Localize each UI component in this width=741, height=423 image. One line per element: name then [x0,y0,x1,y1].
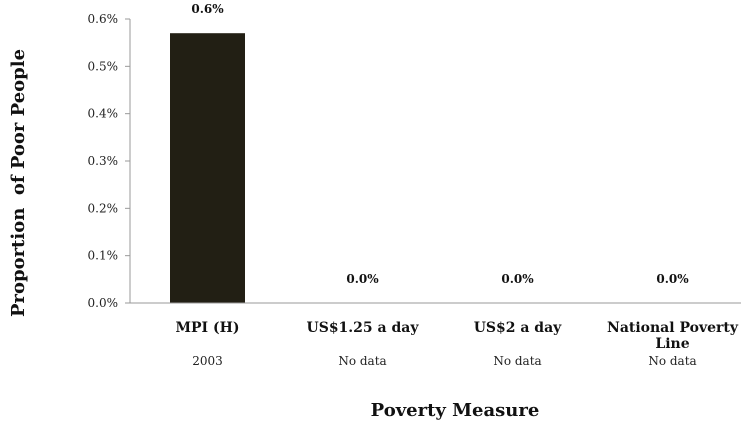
y-tick-label: 0.4% [88,107,119,121]
x-subcategory-label: No data [493,354,541,368]
x-tick-label: National Poverty [607,320,739,336]
data-label: 0.0% [501,272,534,286]
x-subcategory-label: 2003 [192,354,223,368]
x-tick-label: US$1.25 a day [307,320,420,336]
data-label: 0.6% [191,2,224,16]
y-axis: 0.0% 0.1% 0.2% 0.3% 0.4% 0.5% 0.6% [88,12,131,310]
y-tick-label: 0.0% [88,296,119,310]
data-label: 0.0% [656,272,689,286]
data-label: 0.0% [346,272,379,286]
y-axis-title: Proportion of Poor People [8,49,29,317]
x-subcategory-label: No data [648,354,696,368]
x-tick-label: Line [655,336,689,352]
x-axis: MPI (H) 2003 US$1.25 a day No data US$2 a da… [130,302,741,368]
y-tick-label: 0.5% [88,59,119,73]
y-tick-label: 0.1% [88,249,119,263]
data-labels: 0.6% 0.0% 0.0% 0.0% [191,2,689,286]
y-tick-label: 0.6% [88,12,119,26]
x-tick-label: US$2 a day [474,320,562,336]
bar [170,33,245,303]
x-tick-label: MPI (H) [176,320,240,336]
x-subcategory-label: No data [338,354,386,368]
bars [170,33,245,303]
y-tick-label: 0.2% [88,201,119,215]
x-axis-title: Poverty Measure [371,400,540,421]
y-tick-label: 0.3% [88,154,119,168]
